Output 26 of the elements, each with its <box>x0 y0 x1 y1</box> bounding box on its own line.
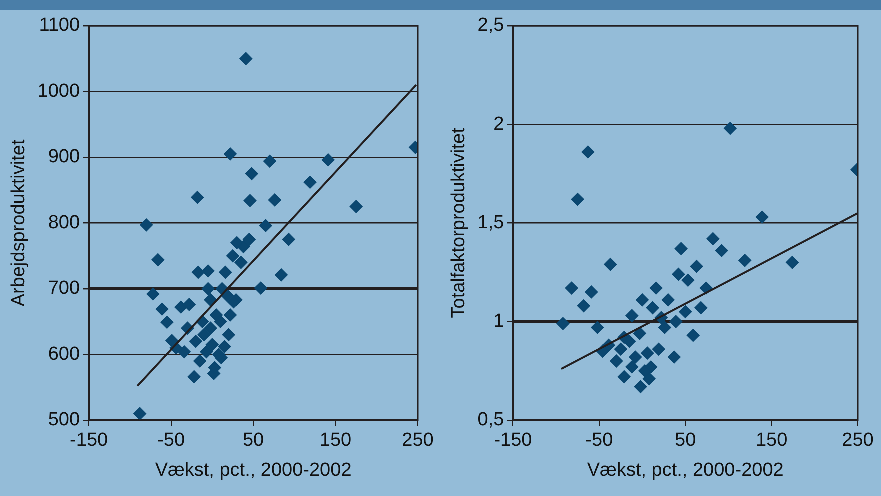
x-tick-label: 50 <box>242 430 264 452</box>
y-tick-label: 2,5 <box>478 15 504 36</box>
x-tick-label: 50 <box>675 430 696 452</box>
y-tick-label: 1000 <box>38 80 80 102</box>
y-tick-label: 0,5 <box>478 410 504 431</box>
y-tick-label: 1 <box>494 311 504 332</box>
y-tick-label: 900 <box>48 146 80 168</box>
y-axis-title: Totalfaktorproduktivitet <box>448 127 470 318</box>
y-tick-label: 2 <box>494 114 504 135</box>
x-tick-label: 150 <box>320 430 352 452</box>
x-tick-label: -150 <box>70 430 108 452</box>
y-tick-label: 500 <box>48 410 80 431</box>
x-tick-label: 150 <box>756 430 788 452</box>
y-tick-label: 800 <box>48 212 80 234</box>
x-tick-label: 250 <box>402 430 434 452</box>
x-tick-label: -150 <box>494 430 532 452</box>
x-tick-label: 250 <box>842 430 874 452</box>
y-tick-label: 600 <box>48 344 80 365</box>
x-tick-label: -50 <box>586 430 614 452</box>
y-tick-label: 1100 <box>39 15 80 36</box>
y-tick-label: 1,5 <box>478 212 504 234</box>
x-axis-title: Vækst, pct., 2000-2002 <box>587 460 784 481</box>
y-tick-label: 700 <box>48 278 80 300</box>
x-axis-title: Vækst, pct., 2000-2002 <box>155 460 352 481</box>
x-tick-label: -50 <box>158 430 186 452</box>
y-axis-title: Arbejdsproduktivitet <box>8 139 30 307</box>
